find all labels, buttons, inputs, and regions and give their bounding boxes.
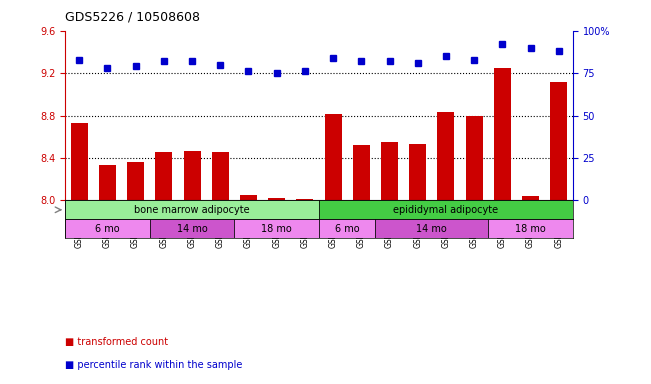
Bar xyxy=(156,152,173,200)
Text: ■ transformed count: ■ transformed count xyxy=(65,337,168,347)
Bar xyxy=(71,123,88,200)
FancyBboxPatch shape xyxy=(488,219,573,238)
FancyBboxPatch shape xyxy=(376,219,488,238)
Bar xyxy=(127,162,144,200)
Bar xyxy=(353,145,370,200)
Text: 6 mo: 6 mo xyxy=(95,223,120,233)
Bar xyxy=(381,142,398,200)
Text: 6 mo: 6 mo xyxy=(335,223,359,233)
FancyBboxPatch shape xyxy=(65,219,150,238)
FancyBboxPatch shape xyxy=(319,219,376,238)
Bar xyxy=(212,152,229,200)
Bar xyxy=(240,195,257,200)
Text: epididymal adipocyte: epididymal adipocyte xyxy=(393,205,499,215)
Bar xyxy=(550,82,567,200)
Text: bone marrow adipocyte: bone marrow adipocyte xyxy=(134,205,250,215)
Bar xyxy=(325,114,342,200)
FancyBboxPatch shape xyxy=(65,200,319,219)
Bar xyxy=(184,151,201,200)
Bar xyxy=(522,196,539,200)
Bar xyxy=(296,199,313,200)
FancyBboxPatch shape xyxy=(150,219,234,238)
Bar xyxy=(268,198,285,200)
FancyBboxPatch shape xyxy=(234,219,319,238)
Text: GDS5226 / 10508608: GDS5226 / 10508608 xyxy=(65,10,200,23)
Text: 18 mo: 18 mo xyxy=(515,223,546,233)
Bar xyxy=(465,116,482,200)
Bar xyxy=(409,144,426,200)
Text: ■ percentile rank within the sample: ■ percentile rank within the sample xyxy=(65,360,242,370)
Text: 18 mo: 18 mo xyxy=(261,223,292,233)
FancyBboxPatch shape xyxy=(319,200,573,219)
Bar xyxy=(437,113,454,200)
Text: 14 mo: 14 mo xyxy=(417,223,447,233)
Bar xyxy=(494,68,511,200)
Bar xyxy=(99,166,116,200)
Text: 14 mo: 14 mo xyxy=(176,223,208,233)
